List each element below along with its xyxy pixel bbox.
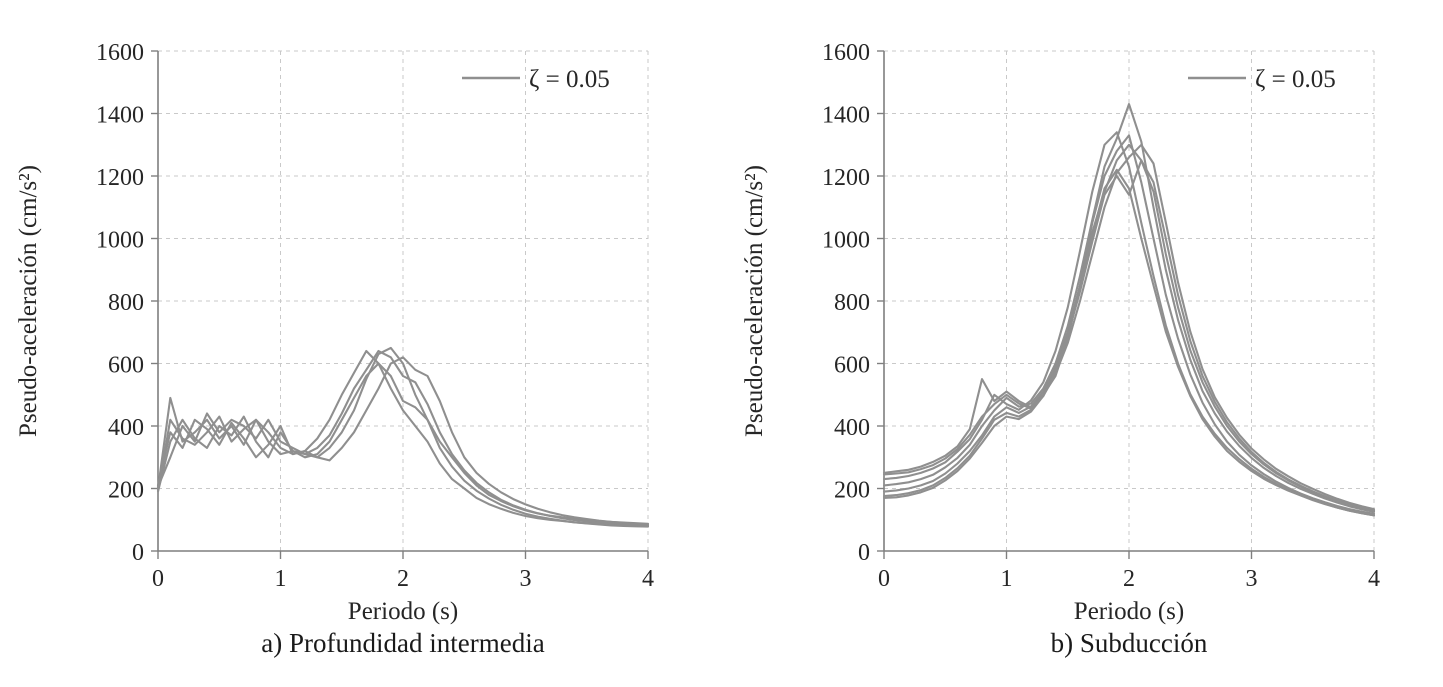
series-line-registro-6: [882, 168, 1376, 517]
spectra-figure: 0 200 400 600 800 1000 1200 1400 1600 0 1 2 3 4 Pseudo…: [8, 6, 1434, 659]
series-line-registro-4: [882, 143, 1376, 513]
series-line-registro-4: [156, 362, 650, 528]
y-tick-label: 200: [108, 478, 144, 504]
x-tick-label: 3: [520, 566, 532, 592]
x-tick-label: 4: [642, 566, 654, 592]
y-tick-label: 1200: [822, 165, 870, 191]
y-tick-label: 400: [108, 415, 144, 441]
chart-caption-a: a) Profundidad intermedia: [261, 628, 545, 658]
y-tick-label: 1600: [96, 40, 144, 66]
x-tick-label: 3: [1246, 566, 1258, 592]
y-tick-label: 0: [858, 540, 870, 566]
legend-label: ζ = 0.05: [1255, 66, 1336, 93]
y-tick-label: 1000: [822, 228, 870, 254]
x-tick-label: 2: [397, 566, 409, 592]
y-tick-label: 1400: [822, 103, 870, 129]
y-tick-label: 1600: [822, 40, 870, 66]
x-axis-label: Periodo (s): [348, 598, 458, 625]
series-line-registro-7: [882, 143, 1376, 511]
series-line-registro-5: [156, 349, 650, 527]
y-tick-label: 0: [132, 540, 144, 566]
x-tick-label: 1: [275, 566, 287, 592]
series-line-registro-3: [882, 103, 1376, 513]
chart-subduccion: 0 200 400 600 800 1000 1200 1400 1600 0 1 2 3 4 Pseudo…: [734, 6, 1434, 659]
y-axis-label: Pseudo-aceleración (cm/s²): [741, 165, 768, 437]
y-tick-label: 600: [108, 353, 144, 379]
y-tick-label: 1200: [96, 165, 144, 191]
x-tick-label: 0: [152, 566, 164, 592]
chart-canvas-profundidad-intermedia: 0 200 400 600 800 1000 1200 1400 1600 0 1 2 3 4 Pseudo…: [15, 40, 654, 625]
y-tick-label: 600: [834, 353, 870, 379]
x-axis-label: Periodo (s): [1074, 598, 1184, 625]
y-tick-label: 400: [834, 415, 870, 441]
chart-caption-b: b) Subducción: [1050, 628, 1208, 658]
y-tick-label: 1400: [96, 103, 144, 129]
legend-label: ζ = 0.05: [529, 66, 610, 93]
chart-canvas-subduccion: 0 200 400 600 800 1000 1200 1400 1600 0 1 2 3 4 Pseudo…: [741, 40, 1380, 625]
x-tick-label: 0: [878, 566, 890, 592]
y-tick-label: 800: [834, 290, 870, 316]
chart-profundidad-intermedia: 0 200 400 600 800 1000 1200 1400 1600 0 1 2 3 4 Pseudo…: [8, 6, 708, 659]
x-tick-label: 4: [1368, 566, 1380, 592]
x-tick-label: 1: [1001, 566, 1013, 592]
y-tick-label: 1000: [96, 228, 144, 254]
y-axis-label: Pseudo-aceleración (cm/s²): [15, 165, 42, 437]
y-tick-label: 800: [108, 290, 144, 316]
x-tick-label: 2: [1123, 566, 1135, 592]
series-line-registro-1: [882, 134, 1376, 515]
y-tick-label: 200: [834, 478, 870, 504]
series-line-registro-5: [882, 159, 1376, 512]
